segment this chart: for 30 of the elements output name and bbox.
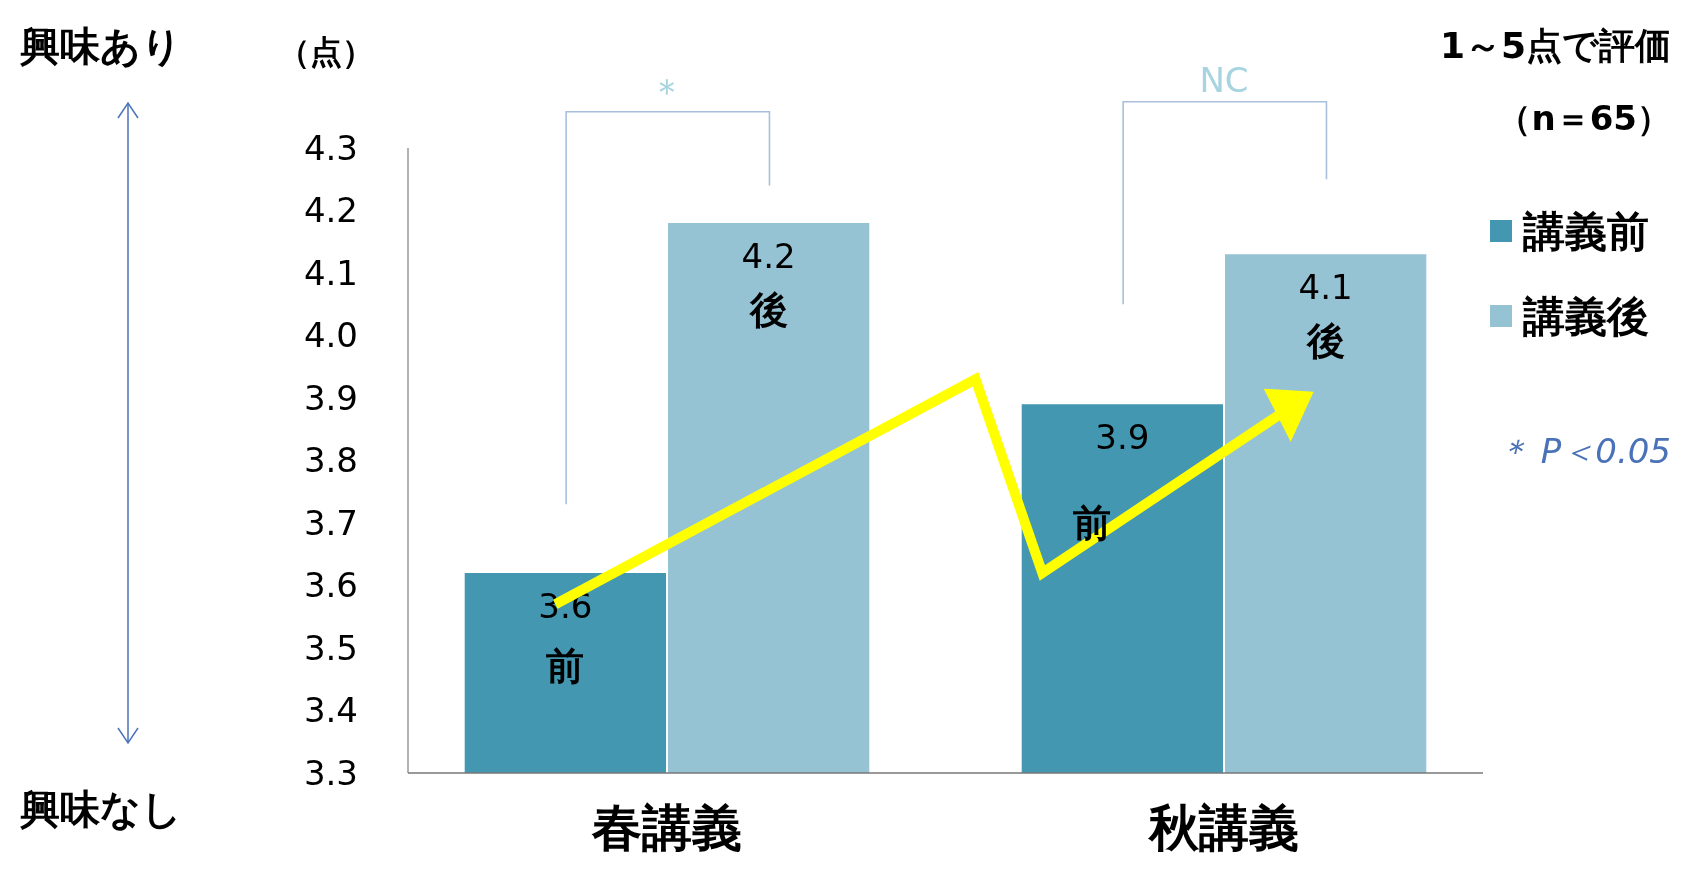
legend-label: 講義前 [1522, 206, 1649, 256]
y-tick-label: 3.4 [303, 690, 358, 731]
annotation: 前 [546, 644, 585, 689]
y-tick-label: 3.8 [303, 440, 358, 481]
text: 興味あり [19, 23, 182, 69]
text: 1～5点で評価 [1439, 25, 1671, 66]
y-tick-label: 3.3 [303, 752, 358, 793]
y-axis-title: （点） [278, 33, 374, 71]
text: NC [1199, 60, 1249, 100]
y-tick-label: 3.7 [303, 502, 358, 543]
y-tick-label: 4.2 [303, 190, 358, 231]
x-tick-label: 秋講義 [1147, 799, 1299, 857]
data-label: 3.9 [1095, 417, 1150, 458]
annotation: 後 [1305, 319, 1345, 364]
data-label: 4.1 [1298, 267, 1353, 308]
text: ＊ [649, 71, 685, 112]
text: 興味なし [19, 786, 182, 832]
y-tick-label: 3.5 [303, 627, 358, 668]
data-label: 4.2 [741, 236, 796, 276]
legend-label: 講義後 [1522, 291, 1649, 341]
annotation: 前 [1073, 500, 1112, 545]
annotation: 後 [748, 288, 788, 332]
text: ＊ P＜0.05 [1495, 431, 1671, 471]
y-tick-label: 4.0 [303, 315, 358, 356]
y-tick-label: 4.3 [303, 127, 358, 168]
text: （n＝65） [1497, 98, 1671, 138]
y-tick-label: 3.9 [303, 377, 358, 418]
y-tick-label: 3.6 [303, 565, 358, 606]
x-tick-label: 春講義 [591, 799, 742, 857]
y-tick-label: 4.1 [303, 252, 358, 293]
